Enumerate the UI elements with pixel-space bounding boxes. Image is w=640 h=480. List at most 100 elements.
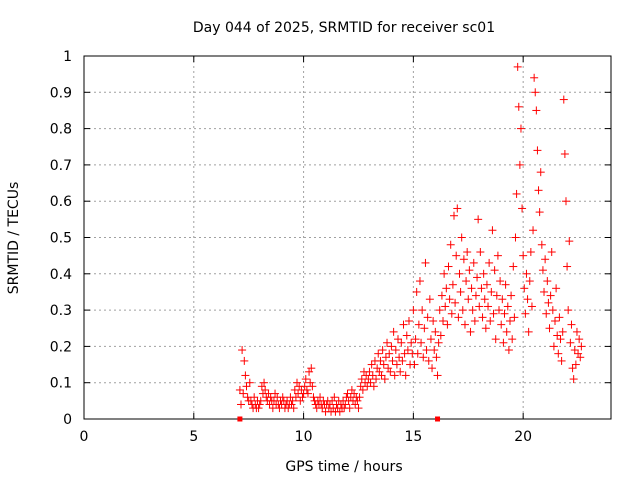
data-point: [444, 262, 453, 271]
data-point: [417, 338, 426, 347]
data-point: [237, 400, 246, 409]
y-tick-label: 0.4: [50, 267, 72, 283]
data-point: [398, 356, 407, 365]
data-point: [496, 277, 505, 286]
data-point: [459, 255, 468, 264]
data-point: [355, 393, 364, 402]
data-point: [330, 393, 339, 402]
data-point: [549, 342, 558, 351]
data-point: [409, 306, 418, 315]
data-point: [426, 335, 435, 344]
y-tick-label: 0.6: [50, 194, 72, 210]
data-point: [519, 251, 528, 260]
data-point: [396, 367, 405, 376]
data-point: [534, 186, 543, 195]
data-point: [410, 360, 419, 369]
data-point: [369, 382, 378, 391]
data-point: [372, 375, 381, 384]
axis-ticks: 0 5 10 15 20 0 0.1 0.2 0.3 0.4 0.5 0.6 0.7 0.8 0.9 1: [50, 49, 611, 445]
data-point: [462, 277, 471, 286]
data-point: [489, 309, 498, 318]
data-point: [551, 316, 560, 325]
data-point: [495, 306, 504, 315]
data-point: [407, 338, 416, 347]
data-point: [415, 277, 424, 286]
data-point: [368, 371, 377, 380]
y-tick-label: 0.1: [50, 376, 72, 392]
data-point: [554, 349, 563, 358]
data-point: [564, 306, 573, 315]
data-point: [482, 280, 491, 289]
data-point: [458, 306, 467, 315]
data-point: [428, 364, 437, 373]
x-tick-label: 0: [80, 429, 89, 445]
data-point: [542, 309, 551, 318]
data-point: [520, 284, 529, 293]
data-point: [385, 349, 394, 358]
data-point: [553, 331, 562, 340]
y-tick-label: 0.3: [50, 303, 72, 319]
data-point: [308, 382, 317, 391]
data-point: [389, 327, 398, 336]
data-point: [298, 393, 307, 402]
data-point: [425, 295, 434, 304]
chart-title: Day 044 of 2025, SRMTID for receiver sc0…: [193, 20, 495, 36]
data-point: [411, 335, 420, 344]
data-point: [374, 349, 383, 358]
data-point: [568, 364, 577, 373]
data-point: [525, 277, 534, 286]
baseline-marker: [237, 416, 243, 422]
data-point: [567, 320, 576, 329]
data-point: [376, 356, 385, 365]
data-point: [358, 385, 367, 394]
data-point: [558, 327, 567, 336]
data-point: [302, 385, 311, 394]
y-tick-label: 0.8: [50, 122, 72, 138]
data-point: [288, 396, 297, 405]
data-point: [441, 302, 450, 311]
data-point: [449, 211, 458, 220]
data-point: [479, 269, 488, 278]
data-point: [419, 353, 428, 362]
data-point: [307, 364, 316, 373]
data-point: [552, 284, 561, 293]
data-point: [532, 106, 541, 115]
data-point: [440, 269, 449, 278]
data-point: [570, 346, 579, 355]
data-point: [513, 62, 522, 71]
data-point: [484, 302, 493, 311]
data-point: [401, 371, 410, 380]
y-tick-label: 0.7: [50, 158, 72, 174]
data-point: [390, 371, 399, 380]
data-point: [545, 324, 554, 333]
data-point: [303, 389, 312, 398]
data-point: [366, 378, 375, 387]
data-point: [515, 160, 524, 169]
data-point: [509, 262, 518, 271]
data-point: [451, 298, 460, 307]
data-point: [365, 367, 374, 376]
data-point: [465, 266, 474, 275]
data-point: [424, 356, 433, 365]
data-point: [423, 313, 432, 322]
data-point: [497, 320, 506, 329]
data-point: [473, 273, 482, 282]
data-point: [540, 287, 549, 296]
data-point: [490, 266, 499, 275]
data-point: [443, 320, 452, 329]
data-point: [523, 295, 532, 304]
data-points: [235, 62, 586, 422]
data-point: [467, 284, 476, 293]
data-point: [565, 237, 574, 246]
data-point: [537, 240, 546, 249]
data-point: [522, 269, 531, 278]
data-point: [404, 316, 413, 325]
x-tick-label: 5: [189, 429, 198, 445]
data-point: [487, 287, 496, 296]
data-point: [388, 356, 397, 365]
data-point: [477, 284, 486, 293]
data-point: [250, 393, 259, 402]
data-point: [418, 306, 427, 315]
x-axis-label: GPS time / hours: [285, 459, 402, 475]
